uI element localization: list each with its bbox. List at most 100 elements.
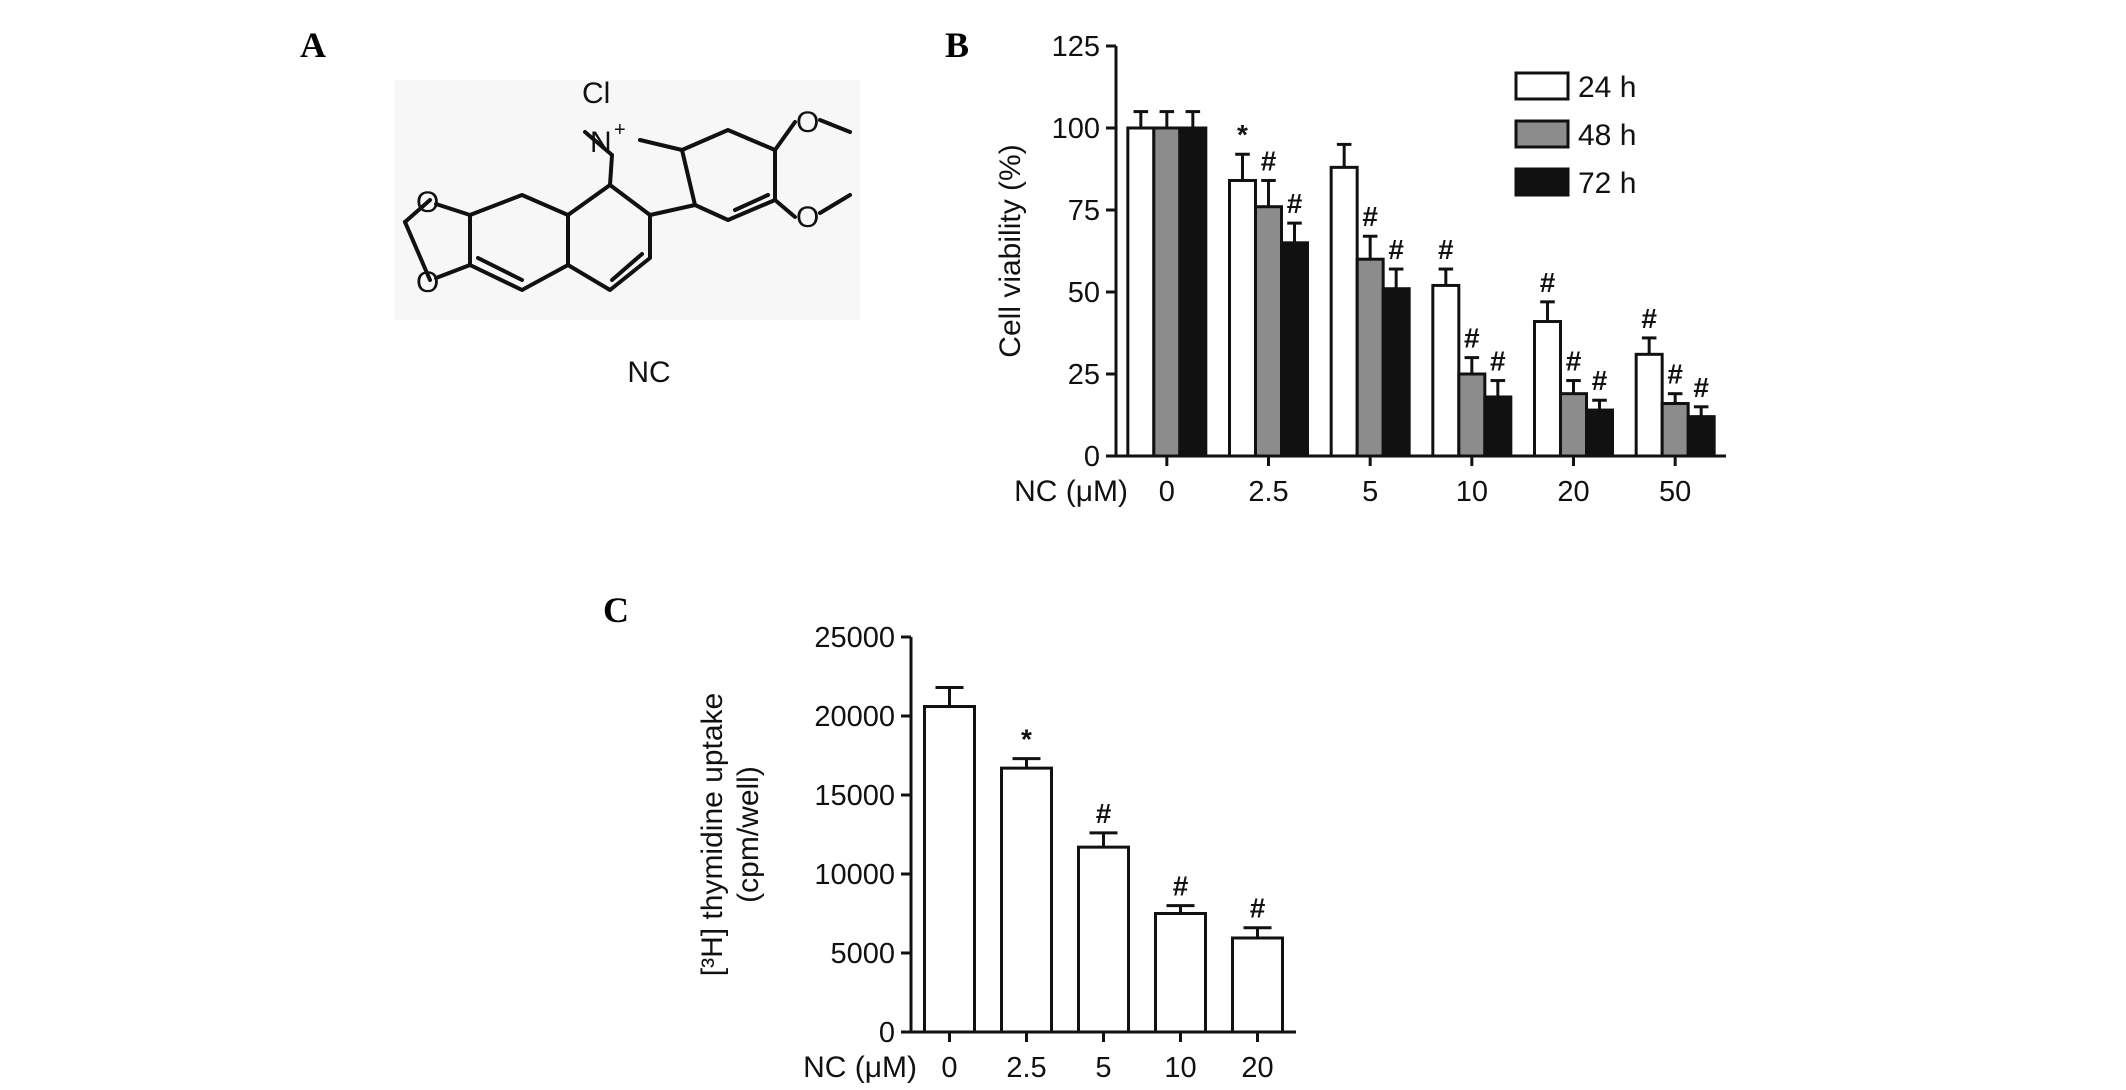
significance-mark: #	[1362, 201, 1378, 232]
y-tick-label: 0	[1084, 441, 1100, 473]
x-tick-label: 5	[1362, 476, 1378, 508]
x-tick-label: 0	[1159, 476, 1175, 508]
bar	[1585, 408, 1614, 458]
bar	[1533, 320, 1562, 458]
ring-d	[680, 128, 777, 222]
panel-label-c: C	[603, 590, 629, 630]
bar	[1686, 415, 1716, 458]
significance-mark: #	[1693, 372, 1709, 403]
legend-swatch	[1514, 71, 1570, 101]
y-tick-label: 25	[1068, 359, 1100, 391]
bar	[923, 705, 976, 1034]
x-tick-label: 2.5	[1006, 1052, 1046, 1084]
bar	[1228, 178, 1257, 458]
chart-cell-viability: 0 25 50 75 100 125 0 2.5 5 10 20 50 NC (μM) Cell viab…	[994, 31, 1726, 508]
legend-swatch	[1514, 119, 1570, 149]
bond-methyl	[818, 193, 852, 215]
bond	[403, 220, 432, 282]
legend-swatch	[1514, 167, 1570, 197]
significance-mark: #	[1667, 359, 1683, 390]
bond	[608, 153, 614, 187]
counter-ion-label: Cl	[582, 77, 610, 110]
significance-mark: #	[1592, 365, 1608, 396]
oxygen-label: O	[416, 266, 439, 299]
bond	[434, 263, 472, 280]
bar	[1077, 845, 1130, 1034]
x-tick-label: 0	[941, 1052, 957, 1084]
significance-mark: #	[1438, 234, 1454, 265]
bond	[680, 148, 697, 207]
x-tick-label: 2.5	[1248, 476, 1288, 508]
significance-mark: *	[1237, 119, 1248, 150]
significance-mark: #	[1464, 323, 1480, 354]
y-axis-label: Cell viability (%)	[994, 144, 1027, 357]
bar	[1280, 241, 1309, 458]
significance-mark: #	[1540, 267, 1556, 298]
oxygen-label: O	[416, 186, 439, 219]
x-tick-label: 20	[1557, 476, 1589, 508]
significance-mark: #	[1287, 188, 1303, 219]
oxygen-label: O	[796, 106, 819, 139]
chemical-structure-nitidine-chloride	[395, 80, 860, 320]
legend-label: 48 h	[1578, 119, 1636, 152]
y-axis-label: (cpm/well)	[732, 766, 765, 903]
y-tick-label: 125	[1052, 31, 1100, 63]
significance-mark: #	[1261, 145, 1277, 176]
significance-mark: #	[1388, 234, 1404, 265]
y-axis-label: [³H] thymidine uptake	[696, 693, 729, 976]
charge-label: +	[614, 119, 626, 141]
significance-mark: #	[1173, 871, 1189, 902]
oxygen-label: O	[796, 201, 819, 234]
bond	[403, 198, 432, 224]
bond	[773, 198, 797, 219]
significance-mark: #	[1490, 346, 1506, 377]
legend-label: 72 h	[1578, 167, 1636, 200]
y-tick-label: 15000	[814, 780, 895, 812]
ring-b	[566, 183, 652, 292]
y-tick-label: 5000	[830, 938, 895, 970]
chart-thymidine-uptake: 0 5000 10000 15000 20000 25000 0 2.5 5 10 20 NC (μM…	[696, 622, 1296, 1084]
bond-methyl	[818, 118, 852, 134]
bond-methyl	[583, 130, 614, 157]
bar	[1559, 392, 1588, 458]
y-tick-label: 25000	[814, 622, 895, 654]
bar	[1634, 352, 1664, 458]
x-tick-label: 20	[1241, 1052, 1273, 1084]
y-tick-label: 20000	[814, 701, 895, 733]
bar	[1154, 912, 1207, 1034]
x-tick-label: 10	[1456, 476, 1488, 508]
significance-mark: #	[1250, 893, 1266, 924]
bar	[1381, 287, 1411, 458]
bond	[733, 193, 770, 212]
bar	[1152, 126, 1182, 458]
significance-mark: *	[1021, 724, 1032, 755]
bar	[1431, 283, 1461, 458]
bond	[434, 202, 472, 217]
bond	[638, 138, 684, 152]
bar	[1254, 205, 1283, 458]
legend-label: 24 h	[1578, 71, 1636, 104]
bar	[1178, 126, 1208, 458]
bar	[1126, 126, 1156, 458]
compound-label: NC	[627, 356, 670, 389]
bar	[1457, 372, 1487, 458]
bar	[1000, 766, 1053, 1034]
bar	[1660, 402, 1690, 458]
y-tick-label: 100	[1052, 113, 1100, 145]
bond	[648, 203, 697, 217]
y-tick-label: 75	[1068, 195, 1100, 227]
panel-label-b: B	[945, 25, 969, 65]
x-axis-label: NC (μM)	[803, 1051, 917, 1084]
bar	[1231, 936, 1284, 1034]
x-tick-label: 50	[1659, 476, 1691, 508]
significance-mark: #	[1566, 346, 1582, 377]
y-tick-label: 0	[879, 1017, 895, 1049]
y-tick-label: 50	[1068, 277, 1100, 309]
bar	[1483, 395, 1513, 458]
bond	[476, 256, 524, 282]
nitrogen-label: N	[590, 126, 612, 159]
bond	[610, 252, 644, 282]
significance-mark: #	[1641, 303, 1657, 334]
panel-label-a: A	[300, 25, 326, 65]
